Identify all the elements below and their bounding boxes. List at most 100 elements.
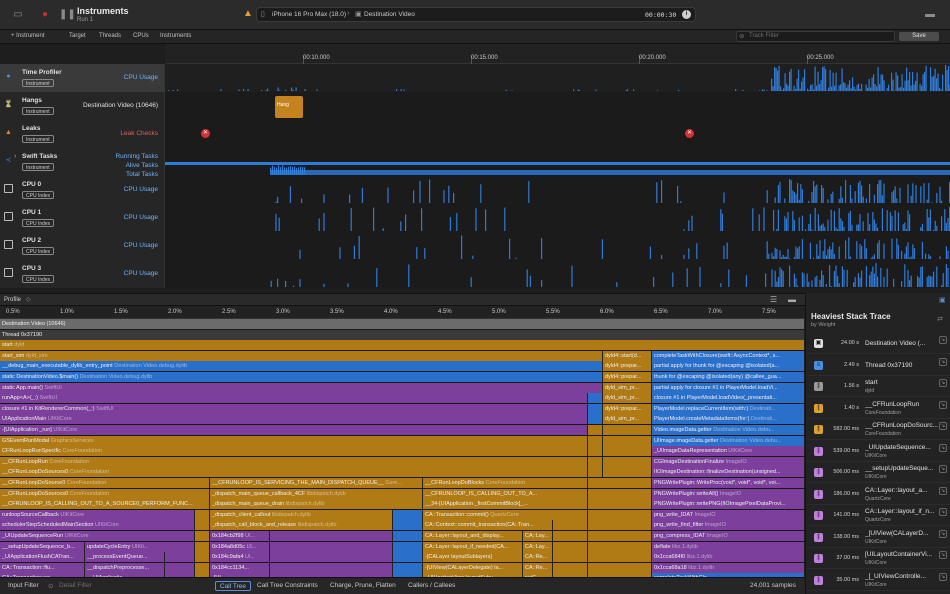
flame-frame[interactable] (603, 467, 652, 478)
chevron-down-icon[interactable]: ◇ (26, 297, 31, 303)
flame-frame[interactable]: _dispatch_main_queue_callback_4CF libdis… (210, 488, 423, 499)
flame-frame[interactable] (393, 520, 423, 531)
flame-frame[interactable] (270, 552, 393, 563)
flame-frame[interactable] (553, 531, 588, 541)
flame-frame[interactable]: __CFRunLoopDoBlocks CoreFoundation (423, 478, 588, 488)
track-4[interactable]: CPU 0 CPU Index CPU Usage (0, 176, 950, 204)
call-tree-constraints-button[interactable]: Call Tree Constraints (257, 582, 318, 589)
warning-icon[interactable]: ▲ (243, 8, 253, 19)
flame-frame[interactable]: dyld_sim_pr... (603, 393, 652, 404)
track-label-area[interactable]: ≺ Swift Tasks Instrument › Running Tasks Aliv… (0, 148, 165, 178)
flame-frame[interactable]: _UIApplicationFlushCATran... (0, 552, 85, 563)
flame-frame[interactable]: closure #1 in PlayerModel.loadVideo(_pre… (652, 393, 805, 404)
target-label[interactable]: Destination Video (364, 11, 415, 18)
track-graph[interactable] (165, 176, 950, 204)
profile-menu[interactable]: Profile (4, 297, 22, 303)
flame-frame[interactable] (393, 552, 423, 563)
flame-frame[interactable]: thunk for @escaping @isolated(any) @call… (652, 372, 805, 382)
call-tree-button[interactable]: Call Tree (215, 581, 252, 591)
flame-frame[interactable]: __CFRunLoopDoSources0 CoreFoundation (0, 467, 588, 478)
track-graph[interactable] (165, 204, 950, 232)
track-filter-input[interactable]: ⊜ Track Filter (736, 31, 895, 42)
reveal-arrow-icon[interactable]: ↘ (939, 486, 947, 495)
flame-frame[interactable] (588, 488, 652, 499)
track-label-area[interactable]: CPU 3 CPU Index CPU Usage (0, 260, 165, 288)
flame-frame[interactable]: __CFRUNLOOP_IS_CALLING_OUT_TO_A_SOURCE0_… (0, 499, 210, 510)
stack-frame-row[interactable]: ∥ 539.00 ms _UIUpdateSequence... UIKitCore ↘ (806, 441, 950, 462)
reveal-arrow-icon[interactable]: ↘ (939, 572, 947, 581)
flame-frame[interactable] (553, 552, 588, 563)
flame-frame[interactable]: -[CALayer layoutSublayers] (423, 552, 523, 563)
reveal-arrow-icon[interactable]: ↘ (939, 443, 947, 452)
detail-filter-input[interactable]: Detail Filter (59, 582, 92, 589)
callers-callees-button[interactable]: Callers / Callees (408, 582, 456, 589)
flame-frame[interactable]: GSEventRunModal GraphicsServices (0, 435, 588, 446)
flame-frame[interactable]: __processEventQueue... (85, 552, 165, 563)
flame-frame[interactable]: _dispatch_main_queue_drain libdispatch.d… (210, 499, 423, 510)
flame-frame[interactable]: runloopSourceCallback UIKitCore (0, 509, 195, 520)
inspector-toggle-icon[interactable]: ▬ (925, 9, 935, 20)
flame-frame[interactable] (195, 509, 210, 520)
stack-frame-row[interactable]: ∥ 138.00 ms _[UIView(CALayerD... UIKitCore ↘ (806, 527, 950, 548)
flame-frame[interactable] (588, 573, 652, 577)
track-label-area[interactable]: CPU 0 CPU Index CPU Usage (0, 176, 165, 204)
flame-frame[interactable] (553, 573, 588, 577)
flame-frame[interactable]: start dyld (0, 340, 805, 351)
flame-frame[interactable]: _UIHostingView layoutSubv... (423, 573, 523, 577)
flame-frame[interactable] (195, 520, 210, 531)
reveal-arrow-icon[interactable]: ↘ (939, 379, 947, 387)
flame-frame[interactable] (603, 446, 652, 457)
list-options-icon[interactable]: ☰ (770, 295, 778, 304)
flame-frame[interactable]: schedulerStepScheduledMainSection UIKitC… (0, 520, 195, 531)
flame-frame[interactable]: 0x184c9afa4 Ul... (210, 552, 270, 563)
flame-frame[interactable] (195, 573, 210, 577)
stack-frame-row[interactable]: ∥ 35.00 ms _[_UIViewControlle... UIKitCore ↘ (806, 570, 950, 591)
save-button[interactable]: Save (899, 32, 939, 41)
track-graph[interactable] (165, 64, 950, 92)
flame-frame[interactable]: completeTaskWithClo... (652, 573, 805, 577)
flame-frame[interactable] (588, 562, 652, 573)
flame-frame[interactable]: static App.main() SwiftUI (0, 382, 603, 393)
flame-frame[interactable]: CA::Context::commit_transaction(CA::Tran… (423, 520, 553, 531)
flame-frame[interactable] (588, 446, 603, 457)
flame-frame[interactable]: CA::Lay... (523, 531, 553, 541)
flame-frame[interactable]: dyld_sim_pr... (603, 382, 652, 393)
track-2[interactable]: ▲ Leaks Instrument Leak Checks ✕ ✕ (0, 120, 950, 148)
flame-frame[interactable]: CA::Transaction::commit() QuartzCore (423, 509, 588, 520)
flame-frame[interactable] (588, 467, 603, 478)
flame-frame[interactable] (553, 520, 588, 531)
flame-frame[interactable] (270, 573, 393, 577)
stack-frame-row[interactable]: ∥ 37.00 ms [UILayoutContainerVi... UIKitCor… (806, 548, 950, 569)
flame-frame[interactable] (588, 425, 603, 435)
flame-frame[interactable] (588, 509, 652, 520)
flame-frame[interactable]: __CFRunLoopRun CoreFoundation (0, 456, 588, 467)
track-graph[interactable] (165, 148, 950, 176)
sidebar-toggle-icon[interactable]: ▭ (13, 9, 23, 20)
flame-frame[interactable]: __debug_main_executable_dylib_entry_poin… (0, 361, 603, 372)
stack-frame-row[interactable]: ∥ 582.00 ms __CFRunLoopDoSourc... CoreFound… (806, 419, 950, 440)
hang-marker[interactable]: Hang (275, 96, 303, 118)
track-label-area[interactable]: ▲ Leaks Instrument Leak Checks (0, 120, 165, 148)
flame-frame[interactable] (195, 531, 210, 541)
flame-frame[interactable]: UIImage.imageData.getter Destination Vid… (652, 435, 805, 446)
flame-frame[interactable]: __34-[UIApplication _firstCommitBlock]_.… (423, 499, 588, 510)
flame-frame[interactable]: CA::Layer::layout_if_needed(CA... (423, 541, 523, 552)
flame-frame[interactable]: -[UI... (210, 573, 270, 577)
flame-frame[interactable]: __setupUpdateSequence_b... (0, 541, 85, 552)
flame-frame[interactable]: IIOImageDestination::finalizeDestination… (652, 467, 805, 478)
stack-frame-row[interactable]: ∥ 1.40 s __CFRunLoopRun CoreFoundation ↘ (806, 398, 950, 419)
stack-frame-row[interactable]: ▣ 24.00 s Destination Video (... ↘ (806, 333, 950, 354)
flame-frame[interactable]: runApp<A>(_:) SwiftUI (0, 393, 588, 404)
flame-frame[interactable] (603, 456, 652, 467)
track-graph[interactable]: ✕ ✕ (165, 120, 950, 148)
leak-x-icon[interactable]: ✕ (201, 129, 210, 138)
timeline-ruler[interactable]: 00:10.000 00:15.000 00:20.000 00:25.000 (165, 44, 950, 64)
flame-frame[interactable]: dyld4::prepar... (603, 403, 652, 414)
flame-frame[interactable] (553, 541, 588, 552)
flame-frame[interactable]: closure #1 in KitRendererCommon(_:) Swif… (0, 403, 588, 414)
flame-frame[interactable] (553, 562, 588, 573)
instruments-tab[interactable]: Instruments (160, 33, 192, 39)
flame-frame[interactable] (270, 541, 393, 552)
flame-frame[interactable]: CA::Transaction::co... (0, 573, 85, 577)
track-1[interactable]: ⏳ Hangs Instrument Destination Video (10646… (0, 92, 950, 120)
